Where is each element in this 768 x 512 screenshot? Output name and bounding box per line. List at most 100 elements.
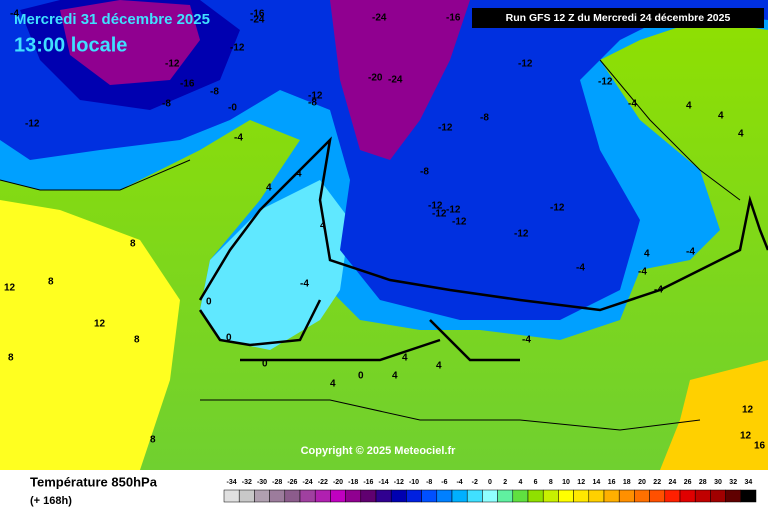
contour-label: -4 [686,247,695,258]
coastline [198,136,768,362]
legend-swatch [238,489,255,503]
contour-label: 4 [266,183,272,194]
legend-swatch [284,489,301,503]
legend-label: 10 [562,479,570,486]
legend-swatch [330,489,346,503]
contour-label: -16 [446,13,461,24]
contour-line [0,59,741,431]
footer-title: Température 850hPa [30,474,158,489]
legend-swatch [436,489,453,503]
footer-subtitle: (+ 168h) [30,495,72,507]
contour-label: -12 [452,217,467,228]
contour-label: 8 [150,435,156,446]
legend-swatch [710,489,726,503]
contour-label: -8 [480,113,489,124]
copyright: Copyright © 2025 Meteociel.fr [301,445,457,457]
legend-label: 30 [714,479,722,486]
arctic-core [60,0,200,85]
legend-label: 0 [488,479,492,486]
legend-label: 20 [638,479,646,486]
legend-swatch [725,489,742,503]
contour-label: -12 [230,43,245,54]
legend-swatch [694,489,711,503]
legend-label: -26 [287,479,297,486]
contour-label: 4 [644,249,650,260]
legend-swatch [390,489,407,503]
legend-swatch [421,489,438,503]
legend-label: -10 [409,479,419,486]
legend-label: -22 [318,479,328,486]
legend-label: -16 [363,479,373,486]
contour-label: -4 [576,263,585,274]
legend-swatch [679,489,696,503]
contour-label: 4 [738,129,744,140]
contour-label: -8 [210,87,219,98]
legend-label: -20 [333,479,343,486]
legend-swatch [558,489,574,503]
contour-label: -8 [420,167,429,178]
contour-label: -12 [518,59,533,70]
contour-label: 4 [392,371,398,382]
hot-region [660,360,768,470]
legend-label: 34 [745,479,753,486]
legend-swatch [482,489,498,503]
legend-swatch [512,489,529,503]
contour-label: 0 [206,297,212,308]
legend-label: -4 [456,479,462,486]
legend-swatch [603,489,620,503]
legend-swatch [588,489,605,503]
legend-swatch [740,489,757,503]
contour-label: 4 [686,101,692,112]
contour-label: 0 [358,371,364,382]
contour-label: 4 [296,169,302,180]
legend-swatch [451,489,468,503]
contour-label: -12 [598,77,613,88]
arctic-core [330,0,470,160]
contour-label: 8 [134,335,140,346]
legend-label: 2 [503,479,507,486]
legend-swatch [314,489,331,503]
contour-label: 12 [94,319,106,330]
legend-label: 26 [684,479,692,486]
legend-swatch [223,489,240,503]
contour-label: -4 [522,335,531,346]
legend-label: 12 [577,479,585,486]
contour-label: -16 [180,79,195,90]
legend-label: 28 [699,479,707,486]
legend-label: 18 [623,479,631,486]
contour-label: 4 [330,379,336,390]
legend-label: -12 [394,479,404,486]
legend-swatch [634,489,650,503]
contour-label: -20 [368,73,383,84]
legend-label: 14 [593,479,601,486]
legend-label: 32 [729,479,737,486]
contour-label: 8 [8,353,14,364]
legend-label: 6 [534,479,538,486]
contour-label: -24 [250,15,265,26]
legend-swatch [618,489,635,503]
legend-label: -2 [472,479,478,486]
legend-swatch [542,489,559,503]
legend-swatch [345,489,362,503]
legend-swatch [497,489,514,503]
run-label: Run GFS 12 Z du Mercredi 24 décembre 202… [506,12,731,24]
legend-label: -32 [242,479,252,486]
contour-label: 12 [742,405,754,416]
contour-label: 4 [436,361,442,372]
warm-region [0,200,180,470]
legend-label: 24 [669,479,677,486]
contour-label: -0 [228,103,237,114]
legend-swatch [649,489,666,503]
legend-label: -34 [227,479,237,486]
legend-swatch [466,489,483,503]
legend-label: 4 [518,479,522,486]
contour-label: -4 [628,99,637,110]
contour-label: -12 [165,59,180,70]
contour-label: 16 [754,441,766,452]
contour-label: -12 [25,119,40,130]
legend-label: -24 [303,479,313,486]
contour-label: -24 [388,75,403,86]
contour-label: -4 [638,267,647,278]
contour-label: -12 [550,203,565,214]
